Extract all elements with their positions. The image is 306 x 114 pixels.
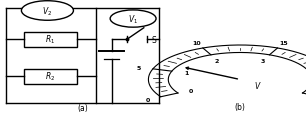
Circle shape: [110, 11, 156, 28]
Text: 2: 2: [215, 58, 219, 63]
Text: 15: 15: [279, 41, 288, 46]
Text: 0: 0: [189, 88, 193, 93]
Text: $V_1$: $V_1$: [128, 13, 138, 26]
Text: $V_2$: $V_2$: [42, 5, 53, 18]
Text: (a): (a): [77, 103, 88, 112]
Text: S: S: [151, 35, 156, 44]
Text: 1: 1: [184, 71, 188, 76]
Text: $R_2$: $R_2$: [45, 70, 56, 83]
Text: 3: 3: [261, 58, 265, 63]
Bar: [24, 69, 76, 84]
Text: (b): (b): [235, 102, 246, 111]
Text: $R_1$: $R_1$: [45, 34, 56, 46]
Circle shape: [21, 2, 73, 21]
Text: V: V: [254, 81, 259, 90]
Text: 5: 5: [136, 65, 140, 70]
Text: 0: 0: [145, 97, 150, 102]
Text: 10: 10: [192, 41, 201, 46]
Bar: [24, 32, 76, 47]
